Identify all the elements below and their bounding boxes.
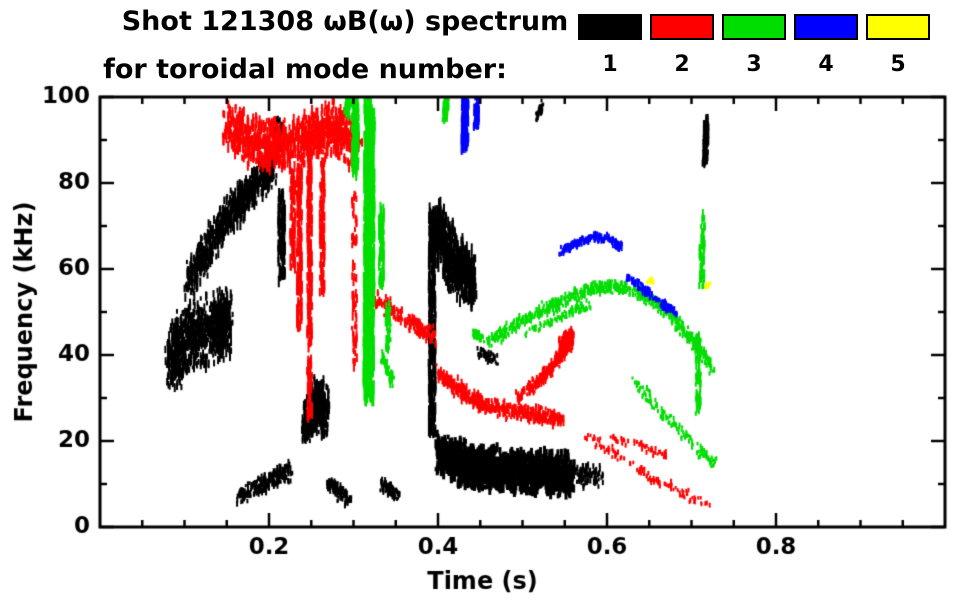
legend-label-mode-3: 3	[746, 52, 762, 77]
figure-title-line-2: for toroidal mode number:	[103, 54, 507, 85]
legend-swatch-mode-1	[578, 14, 642, 40]
legend-swatch-mode-4	[794, 14, 858, 40]
legend-item-mode-3: 3	[722, 14, 786, 77]
legend-swatch-mode-3	[722, 14, 786, 40]
legend-swatch-mode-2	[650, 14, 714, 40]
legend-item-mode-5: 5	[866, 14, 930, 77]
legend-item-mode-2: 2	[650, 14, 714, 77]
legend-label-mode-4: 4	[818, 52, 834, 77]
legend-item-mode-1: 1	[578, 14, 642, 77]
figure-title-line-1: Shot 121308 ωB(ω) spectrum	[121, 6, 569, 37]
legend-label-mode-2: 2	[674, 52, 690, 77]
legend-item-mode-4: 4	[794, 14, 858, 77]
legend-swatch-mode-5	[866, 14, 930, 40]
legend-label-mode-1: 1	[602, 52, 618, 77]
mode-number-legend: 1 2 3 4 5	[578, 14, 930, 77]
legend-label-mode-5: 5	[890, 52, 906, 77]
